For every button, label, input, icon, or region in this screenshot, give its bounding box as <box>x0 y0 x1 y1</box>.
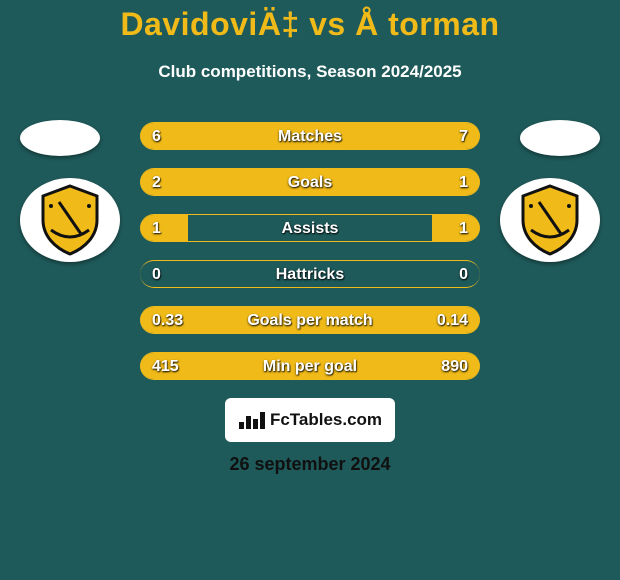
stat-row: 11Assists <box>140 214 480 242</box>
stat-row: 67Matches <box>140 122 480 150</box>
stat-label: Goals <box>140 169 480 196</box>
flag-right <box>520 120 600 156</box>
stat-row: 415890Min per goal <box>140 352 480 380</box>
stat-label: Hattricks <box>140 261 480 288</box>
shield-icon <box>37 184 103 256</box>
stat-row: 0.330.14Goals per match <box>140 306 480 334</box>
date-text: 26 september 2024 <box>0 454 620 475</box>
bars-icon <box>238 410 266 430</box>
stat-label: Assists <box>140 215 480 242</box>
shield-icon <box>517 184 583 256</box>
stat-label: Goals per match <box>140 307 480 334</box>
stat-bars: 67Matches 21Goals 11Assists 00Hattricks 0.33… <box>140 122 480 398</box>
page-title: DavidoviÄ‡ vs Å torman <box>0 6 620 43</box>
stat-label: Min per goal <box>140 353 480 380</box>
page-subtitle: Club competitions, Season 2024/2025 <box>0 62 620 82</box>
club-badge-left <box>20 178 120 262</box>
club-badge-right <box>500 178 600 262</box>
brand-text: FcTables.com <box>270 410 382 430</box>
stat-label: Matches <box>140 123 480 150</box>
brand-badge[interactable]: FcTables.com <box>225 398 395 442</box>
flag-left <box>20 120 100 156</box>
stat-row: 21Goals <box>140 168 480 196</box>
stat-row: 00Hattricks <box>140 260 480 288</box>
